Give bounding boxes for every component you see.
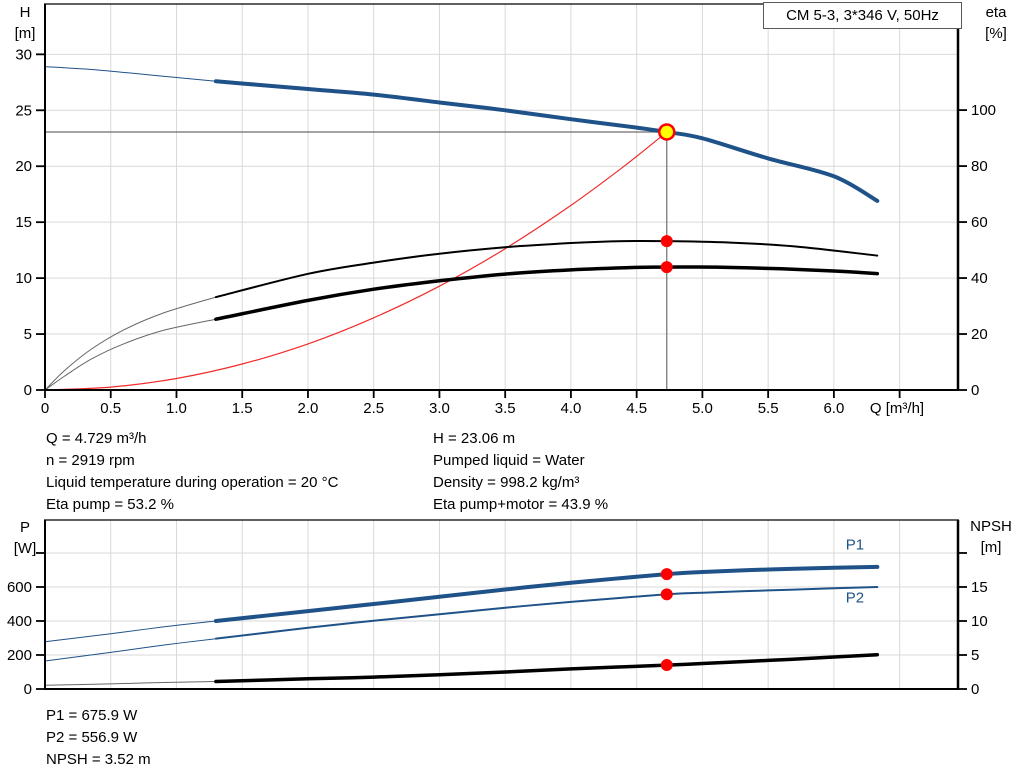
left-axis-tick-label: 0 bbox=[24, 681, 32, 698]
h-axis-label-line1: H bbox=[19, 4, 31, 21]
p-axis-label: P [W] bbox=[2, 517, 48, 559]
npsh-value: NPSH = 3.52 m bbox=[46, 751, 151, 768]
left-axis-tick-label: 15 bbox=[15, 214, 32, 231]
npsh-curve-extension bbox=[44, 681, 217, 686]
eta-pump-motor-value: Eta pump+motor = 43.9 % bbox=[433, 496, 609, 513]
p1-curve bbox=[213, 564, 880, 623]
power-annotations: P1 = 675.9 W P2 = 556.9 W NPSH = 3.52 m bbox=[46, 705, 151, 771]
p2-curve-label: P2 bbox=[846, 589, 864, 606]
right-axis-tick-label: 60 bbox=[971, 214, 988, 231]
x-axis-tick-label: 5.0 bbox=[692, 400, 713, 417]
pump-type-box: CM 5-3, 3*346 V, 50Hz bbox=[763, 2, 962, 29]
eta-pump-motor-curve bbox=[214, 265, 880, 321]
eta-pump-curve-extension bbox=[44, 296, 217, 391]
head-value: H = 23.06 m bbox=[433, 430, 516, 447]
right-axis-tick-label: 0 bbox=[971, 382, 979, 399]
x-axis-tick-label: 2.5 bbox=[363, 400, 384, 417]
eta-pump-motor-point bbox=[660, 261, 673, 274]
p-axis-label-line2: [W] bbox=[13, 540, 37, 557]
p1-curve-extension bbox=[44, 620, 217, 643]
right-axis-tick-label: 80 bbox=[971, 158, 988, 175]
x-axis-tick-label: 1.5 bbox=[232, 400, 253, 417]
p2-value: P2 = 556.9 W bbox=[46, 729, 138, 746]
p1-curve-label: P1 bbox=[846, 537, 864, 554]
eta-pump-curve bbox=[214, 239, 879, 299]
x-axis-tick-label: 3.5 bbox=[495, 400, 516, 417]
h-axis-label: H [m] bbox=[2, 2, 48, 44]
speed-value: n = 2919 rpm bbox=[46, 452, 135, 469]
right-axis-tick-label: 5 bbox=[971, 647, 979, 664]
x-axis-tick-label: 4.0 bbox=[560, 400, 581, 417]
left-axis-tick-label: 600 bbox=[7, 579, 32, 596]
eta-pump-motor-curve-extension bbox=[44, 318, 217, 391]
x-axis-tick-label: 4.5 bbox=[626, 400, 647, 417]
pumped-liquid-value: Pumped liquid = Water bbox=[433, 452, 585, 469]
p1-value: P1 = 675.9 W bbox=[46, 707, 138, 724]
right-axis-tick-label: 10 bbox=[971, 613, 988, 630]
x-axis-tick-label: 0 bbox=[41, 400, 49, 417]
eta-axis-label-line1: eta bbox=[985, 4, 1007, 21]
eta-axis-label-line2: [%] bbox=[985, 25, 1007, 42]
left-axis-tick-label: 25 bbox=[15, 102, 32, 119]
p1-point bbox=[660, 568, 673, 581]
npsh-point bbox=[660, 659, 673, 672]
system-curve bbox=[44, 131, 668, 391]
left-axis-tick-label: 200 bbox=[7, 647, 32, 664]
flow-value: Q = 4.729 m³/h bbox=[46, 430, 147, 447]
npsh-axis-label: NPSH [m] bbox=[960, 516, 1022, 558]
eta-pump-value: Eta pump = 53.2 % bbox=[46, 496, 174, 513]
x-axis-tick-label: 0.5 bbox=[100, 400, 121, 417]
pump-curve bbox=[213, 79, 880, 203]
x-axis-tick-label: 5.5 bbox=[758, 400, 779, 417]
eta-pump-point bbox=[660, 235, 673, 248]
h-axis-label-line2: [m] bbox=[14, 25, 36, 42]
pump-curve-extension bbox=[44, 66, 217, 82]
x-axis-tick-label: 3.0 bbox=[429, 400, 450, 417]
eta-axis-label: eta [%] bbox=[970, 2, 1022, 44]
duty-annotations-left: Q = 4.729 m³/h n = 2919 rpm Liquid tempe… bbox=[46, 428, 338, 516]
x-axis-tick-label: 1.0 bbox=[166, 400, 187, 417]
p2-curve-extension bbox=[44, 638, 217, 662]
pump-type-label: CM 5-3, 3*346 V, 50Hz bbox=[786, 7, 939, 24]
p2-point bbox=[660, 588, 673, 601]
x-axis-tick-label: 2.0 bbox=[298, 400, 319, 417]
right-axis-tick-label: 20 bbox=[971, 326, 988, 343]
npsh-axis-label-line2: [m] bbox=[980, 539, 1002, 556]
left-axis-tick-label: 400 bbox=[7, 613, 32, 630]
right-axis-tick-label: 0 bbox=[971, 681, 979, 698]
liquid-temperature-value: Liquid temperature during operation = 20… bbox=[46, 474, 339, 491]
p-axis-label-line1: P bbox=[19, 519, 30, 536]
x-axis-tick-label: 6.0 bbox=[823, 400, 844, 417]
right-axis-tick-label: 15 bbox=[971, 579, 988, 596]
left-axis-tick-label: 0 bbox=[24, 382, 32, 399]
x-axis-title: Q [m³/h] bbox=[870, 400, 924, 417]
npsh-curve bbox=[214, 652, 880, 684]
left-axis-tick-label: 30 bbox=[15, 46, 32, 63]
right-axis-tick-label: 100 bbox=[971, 102, 996, 119]
left-axis-tick-label: 5 bbox=[24, 326, 32, 343]
duty-annotations-right: H = 23.06 m Pumped liquid = Water Densit… bbox=[433, 428, 608, 516]
left-axis-tick-label: 10 bbox=[15, 270, 32, 287]
p2-curve bbox=[214, 586, 879, 640]
left-axis-tick-label: 20 bbox=[15, 158, 32, 175]
npsh-axis-label-line1: NPSH bbox=[970, 518, 1012, 535]
right-axis-tick-label: 40 bbox=[971, 270, 988, 287]
duty-point bbox=[658, 123, 676, 141]
density-value: Density = 998.2 kg/m³ bbox=[433, 474, 580, 491]
